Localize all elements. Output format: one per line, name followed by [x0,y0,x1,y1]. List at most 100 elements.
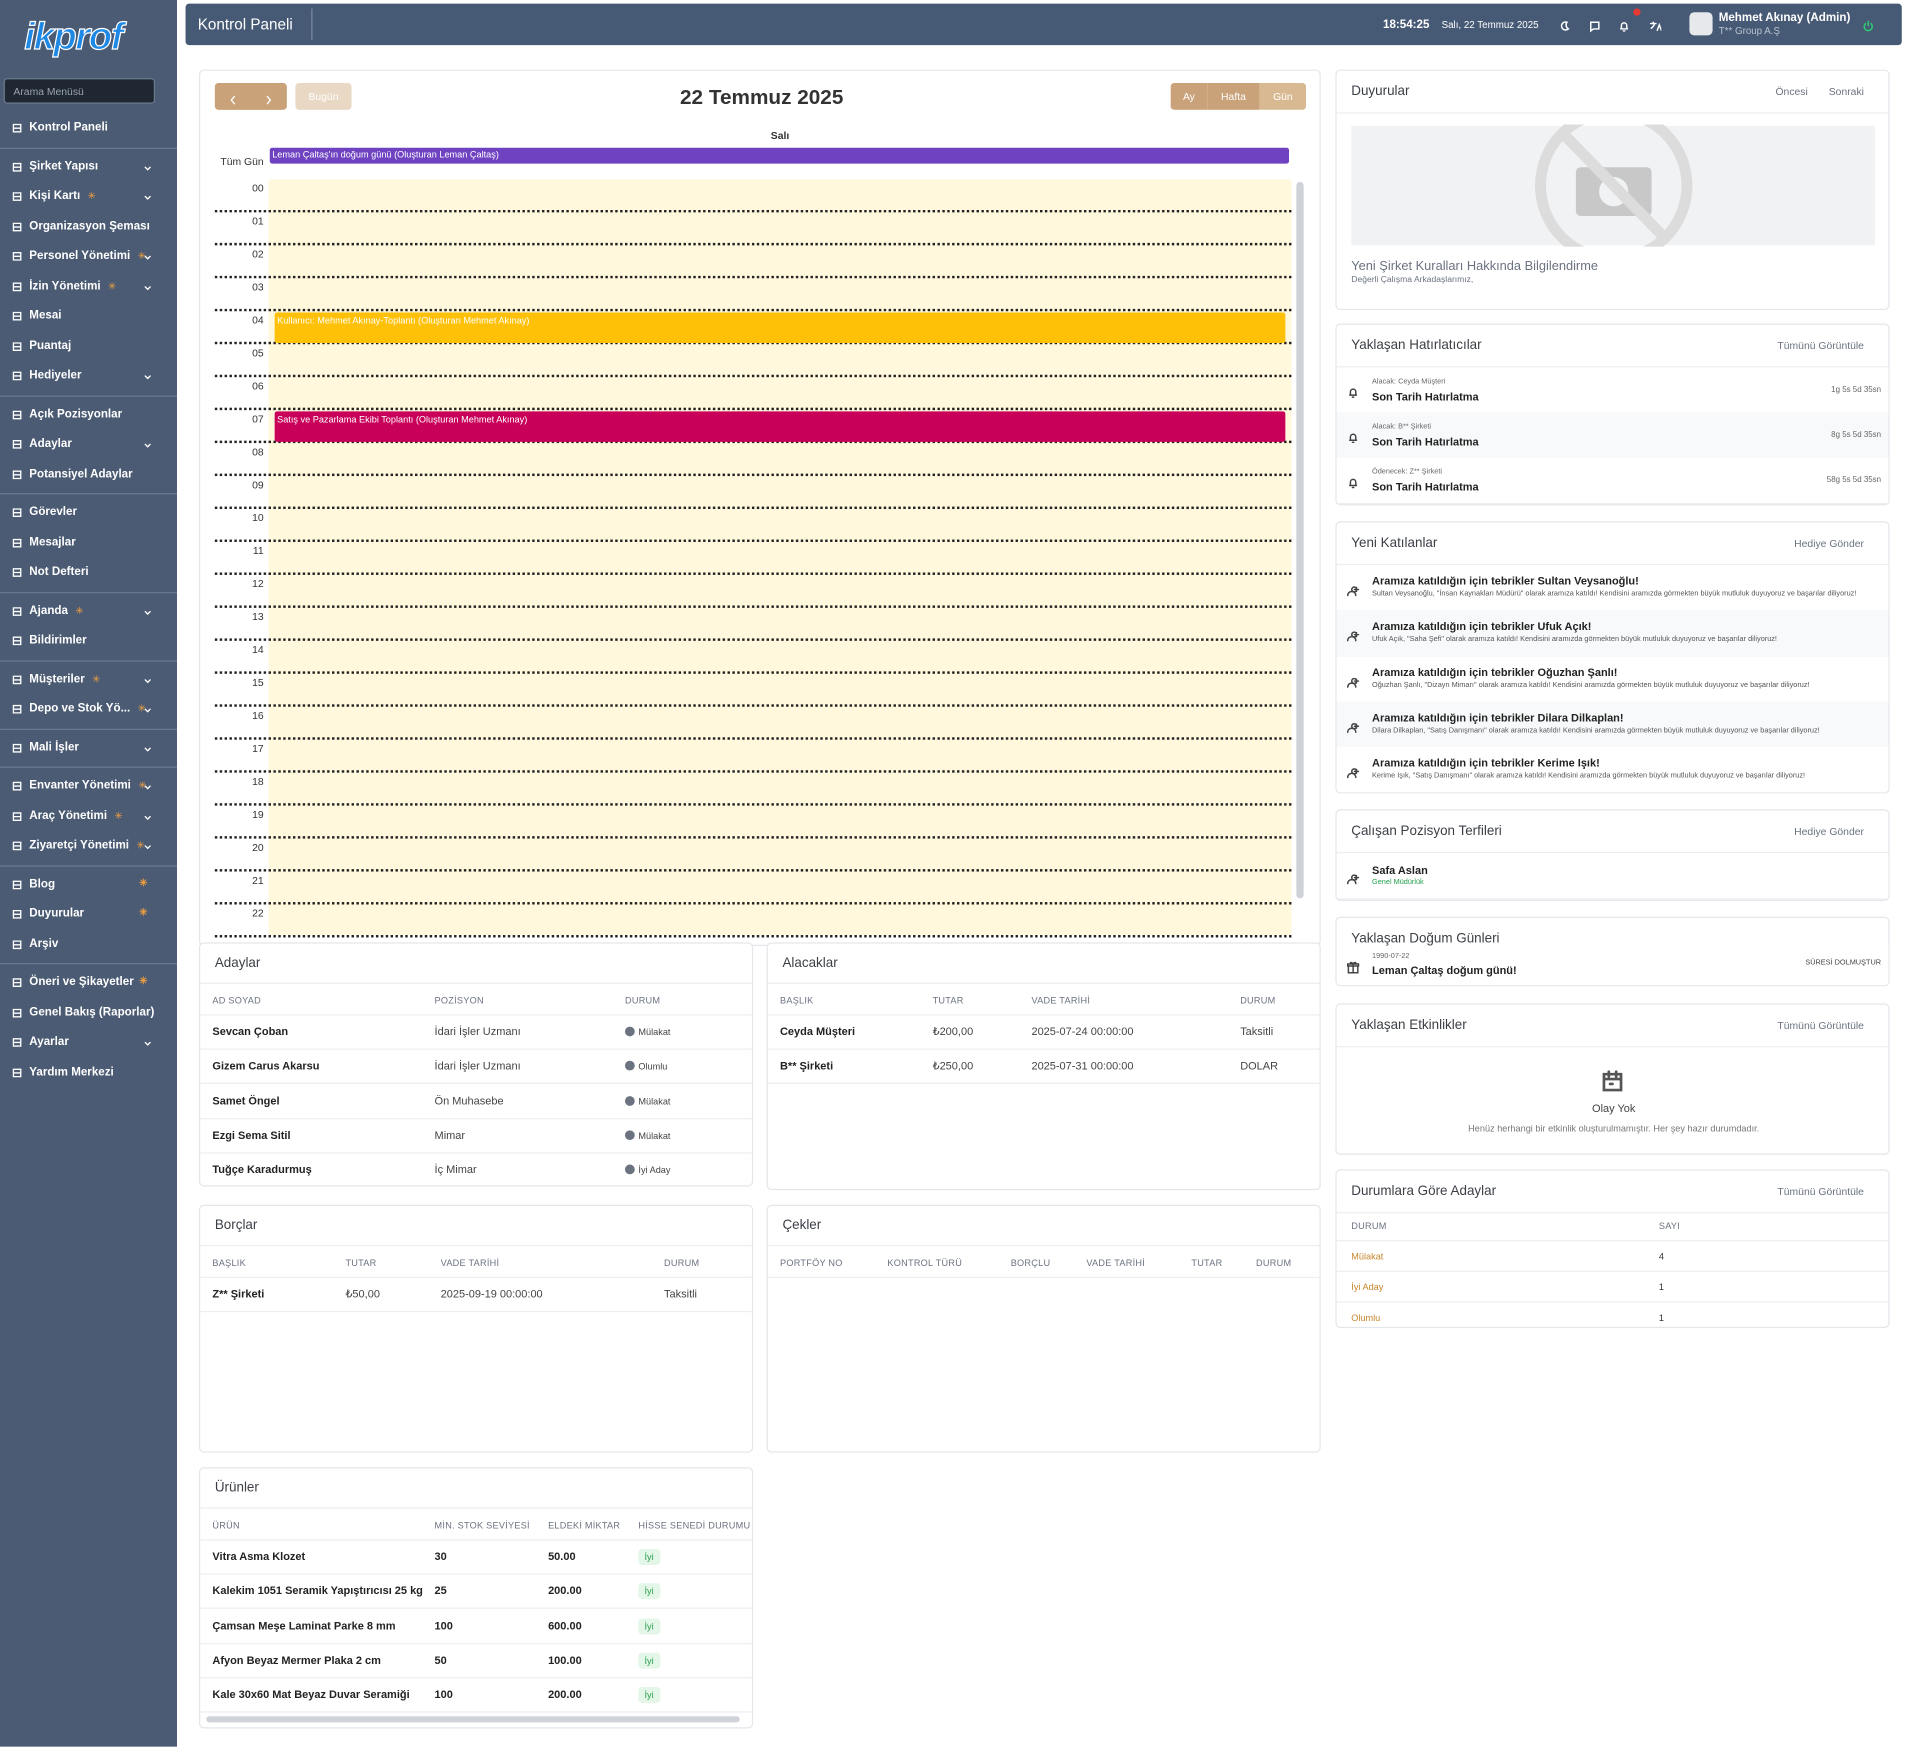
menu-item[interactable]: Envanter Yönetimi ✳ [0,771,177,801]
card-header: Yaklaşan Doğum Günleri [1337,918,1889,960]
icon-shape [1589,21,1599,33]
menu-item[interactable]: Personel Yönetimi ✳ [0,242,177,272]
table-cell: Ezgi Sema Sitil [212,1128,291,1142]
header-icon[interactable] [1587,17,1600,39]
icon-shape [12,371,22,381]
menu-item[interactable]: Blog ✳ [0,870,177,900]
column-header: TUTAR [345,1257,377,1269]
menu-item[interactable]: Depo ve Stok Yö... ✳ [0,695,177,725]
today-button[interactable]: Bugün [295,83,352,110]
card-action[interactable]: Tümünü Görüntüle [1777,1185,1864,1198]
menu-label: Envanter Yönetimi ✳ [29,778,147,793]
menu-item[interactable]: Mali İşler [0,733,177,763]
card-action[interactable]: Sonraki [1828,85,1864,98]
calendar-event[interactable]: Kullanıcı: Mehmet Akınay-Toplantı (Oluşt… [274,312,1286,344]
menu-icon [11,310,23,326]
menu-item[interactable]: Arşiv [0,930,177,960]
menu-item[interactable]: Ayarlar [0,1028,177,1058]
reminder-time: 58g 5s 5d 35sn [1826,476,1882,485]
table-row: Tuğçe Karadurmuş İç Mimar İyi Aday [200,1153,752,1186]
menu-item[interactable]: Hediyeler [0,361,177,391]
menu-icon [11,703,23,719]
header-icon[interactable] [1617,17,1630,39]
prev-button[interactable] [227,90,239,112]
reminder-title: Son Tarih Hatırlatma [1372,480,1479,494]
menu-separator [0,493,177,495]
menu-item[interactable]: Açık Pozisyonlar [0,400,177,430]
menu-item[interactable]: Öneri ve Şikayetler ✳ [0,968,177,998]
table-cell: İdari İşler Uzmanı [434,1059,521,1073]
calendar-event[interactable]: Satış ve Pazarlama Ekibi Toplantı (Oluşt… [274,411,1286,442]
table-cell: Z** Şirketi [212,1287,265,1301]
menu-item[interactable]: Yardım Merkezi [0,1058,177,1088]
new-badge: ✳ [136,839,145,851]
menu-item[interactable]: Ajanda ✳ [0,596,177,626]
menu-label: Araç Yönetimi ✳ [29,808,123,823]
menu-item[interactable]: Şirket Yapısı [0,152,177,182]
table-row: B** Şirketi ₺250,00 2025-07-31 00:00:00 DOL… [767,1049,1320,1085]
menu-item[interactable]: Kişi Kartı ✳ [0,182,177,212]
menu-item[interactable]: Duyurular ✳ [0,900,177,930]
card-title: Duyurular [1351,84,1410,99]
menu-item[interactable]: Bildirimler [0,626,177,656]
column-header: MİN. STOK SEVİYESİ [434,1519,530,1531]
icon-shape [12,841,22,851]
icon-shape [266,95,272,105]
menu-item[interactable]: Potansiyel Adaylar [0,460,177,490]
icon-shape [144,678,151,683]
header-icon[interactable] [1647,17,1662,39]
reminder-time: 8g 5s 5d 35sn [1831,430,1882,440]
view-button[interactable]: Hafta [1207,83,1260,110]
card-action[interactable]: Hediye Gönder [1794,537,1864,550]
card-action[interactable]: Öncesi [1775,85,1808,98]
menu-item[interactable]: Müşteriler ✳ [0,665,177,695]
menu-item[interactable]: Not Defteri [0,558,177,588]
column-header: VADE TARİHİ [440,1257,500,1269]
menu-item[interactable]: Kontrol Paneli [0,114,177,144]
menu-label: Arşiv [29,936,59,951]
view-button[interactable]: Gün [1259,83,1307,110]
card-action[interactable]: Tümünü Görüntüle [1777,339,1864,352]
time-grid [268,179,1292,936]
view-button[interactable]: Ay [1170,83,1208,110]
status-text: Olumlu [638,1061,668,1073]
person-name: Safa Aslan [1372,864,1428,877]
menu-item[interactable]: Organizasyon Şeması [0,212,177,242]
icon-shape [1346,768,1360,779]
menu-item[interactable]: Puantaj [0,331,177,361]
joiner-title: Aramıza katıldığın için tebrikler Dilara… [1372,711,1624,724]
card-action[interactable]: Tümünü Görüntüle [1777,1019,1864,1032]
card-action[interactable]: Hediye Gönder [1794,825,1864,838]
table-cell: İdari İşler Uzmanı [434,1025,521,1038]
header-icon[interactable] [1558,17,1571,39]
menu-item[interactable]: Araç Yönetimi ✳ [0,801,177,831]
chevron [142,281,154,297]
hour-label: 16 [252,709,264,722]
menu-label: Yardım Merkezi [29,1065,114,1079]
icon-shape [144,708,151,713]
menu-label: Adaylar [29,436,72,451]
joiner-title: Aramıza katıldığın için tebrikler Kerime… [1372,757,1600,770]
menu-label: İzin Yönetimi ✳ [29,278,117,293]
table-cell: 4 [1658,1251,1664,1263]
menu-item[interactable]: Görevler [0,498,177,528]
menu-label: Şirket Yapısı [29,159,99,173]
icon-shape [1534,106,1693,265]
view-buttons: Ay Hafta Gün [1170,83,1307,110]
column-header: TUTAR [932,994,964,1006]
next-button[interactable] [262,90,274,112]
menu-item[interactable]: Ziyaretçi Yönetimi ✳ [0,831,177,861]
menu-item[interactable]: Genel Bakış (Raporlar) [0,998,177,1028]
menu-item[interactable]: Mesajlar [0,528,177,558]
icon-shape [12,1038,22,1047]
menu-item[interactable]: İzin Yönetimi ✳ [0,272,177,302]
menu-separator [0,728,177,730]
table-cell: 100 [434,1619,453,1632]
icon-shape [144,785,151,790]
avatar[interactable] [1689,12,1713,36]
menu-icon [11,1066,23,1082]
menu-item[interactable]: Mesai [0,302,177,332]
search-box[interactable]: Arama Menüsü [3,78,156,104]
menu-item[interactable]: Adaylar [0,430,177,460]
power-icon[interactable] [1862,17,1875,39]
